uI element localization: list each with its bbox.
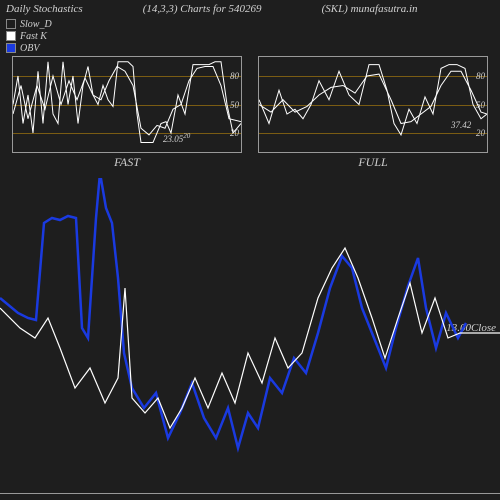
- panel-row: 20508023.0520 FAST 20508037.42 FULL: [0, 56, 500, 170]
- params-text: (14,3,3) Charts for 540269: [143, 3, 262, 15]
- panel-fast: 20508023.0520: [12, 56, 242, 153]
- main-chart: 13.00Close: [0, 178, 500, 478]
- legend: Slow_D Fast K OBV: [0, 18, 500, 54]
- legend-obv-swatch: [6, 43, 16, 53]
- title-text: Daily Stochastics: [6, 3, 83, 15]
- panel-fast-label: FAST: [12, 155, 242, 170]
- legend-fast: Fast K: [6, 30, 500, 42]
- legend-obv-label: OBV: [20, 43, 39, 54]
- legend-fast-label: Fast K: [20, 31, 47, 42]
- legend-fast-swatch: [6, 31, 16, 41]
- chart-header: Daily Stochastics (14,3,3) Charts for 54…: [0, 0, 500, 18]
- legend-slow-swatch: [6, 19, 16, 29]
- panel-fast-wrap: 20508023.0520 FAST: [12, 56, 242, 170]
- ticker-text: (SKL) munafasutra.in: [322, 3, 418, 15]
- legend-slow-label: Slow_D: [20, 19, 52, 30]
- legend-obv: OBV: [6, 42, 500, 54]
- legend-slow: Slow_D: [6, 18, 500, 30]
- panel-full: 20508037.42: [258, 56, 488, 153]
- panel-full-wrap: 20508037.42 FULL: [258, 56, 488, 170]
- footer-rule: [0, 493, 500, 494]
- panel-full-label: FULL: [258, 155, 488, 170]
